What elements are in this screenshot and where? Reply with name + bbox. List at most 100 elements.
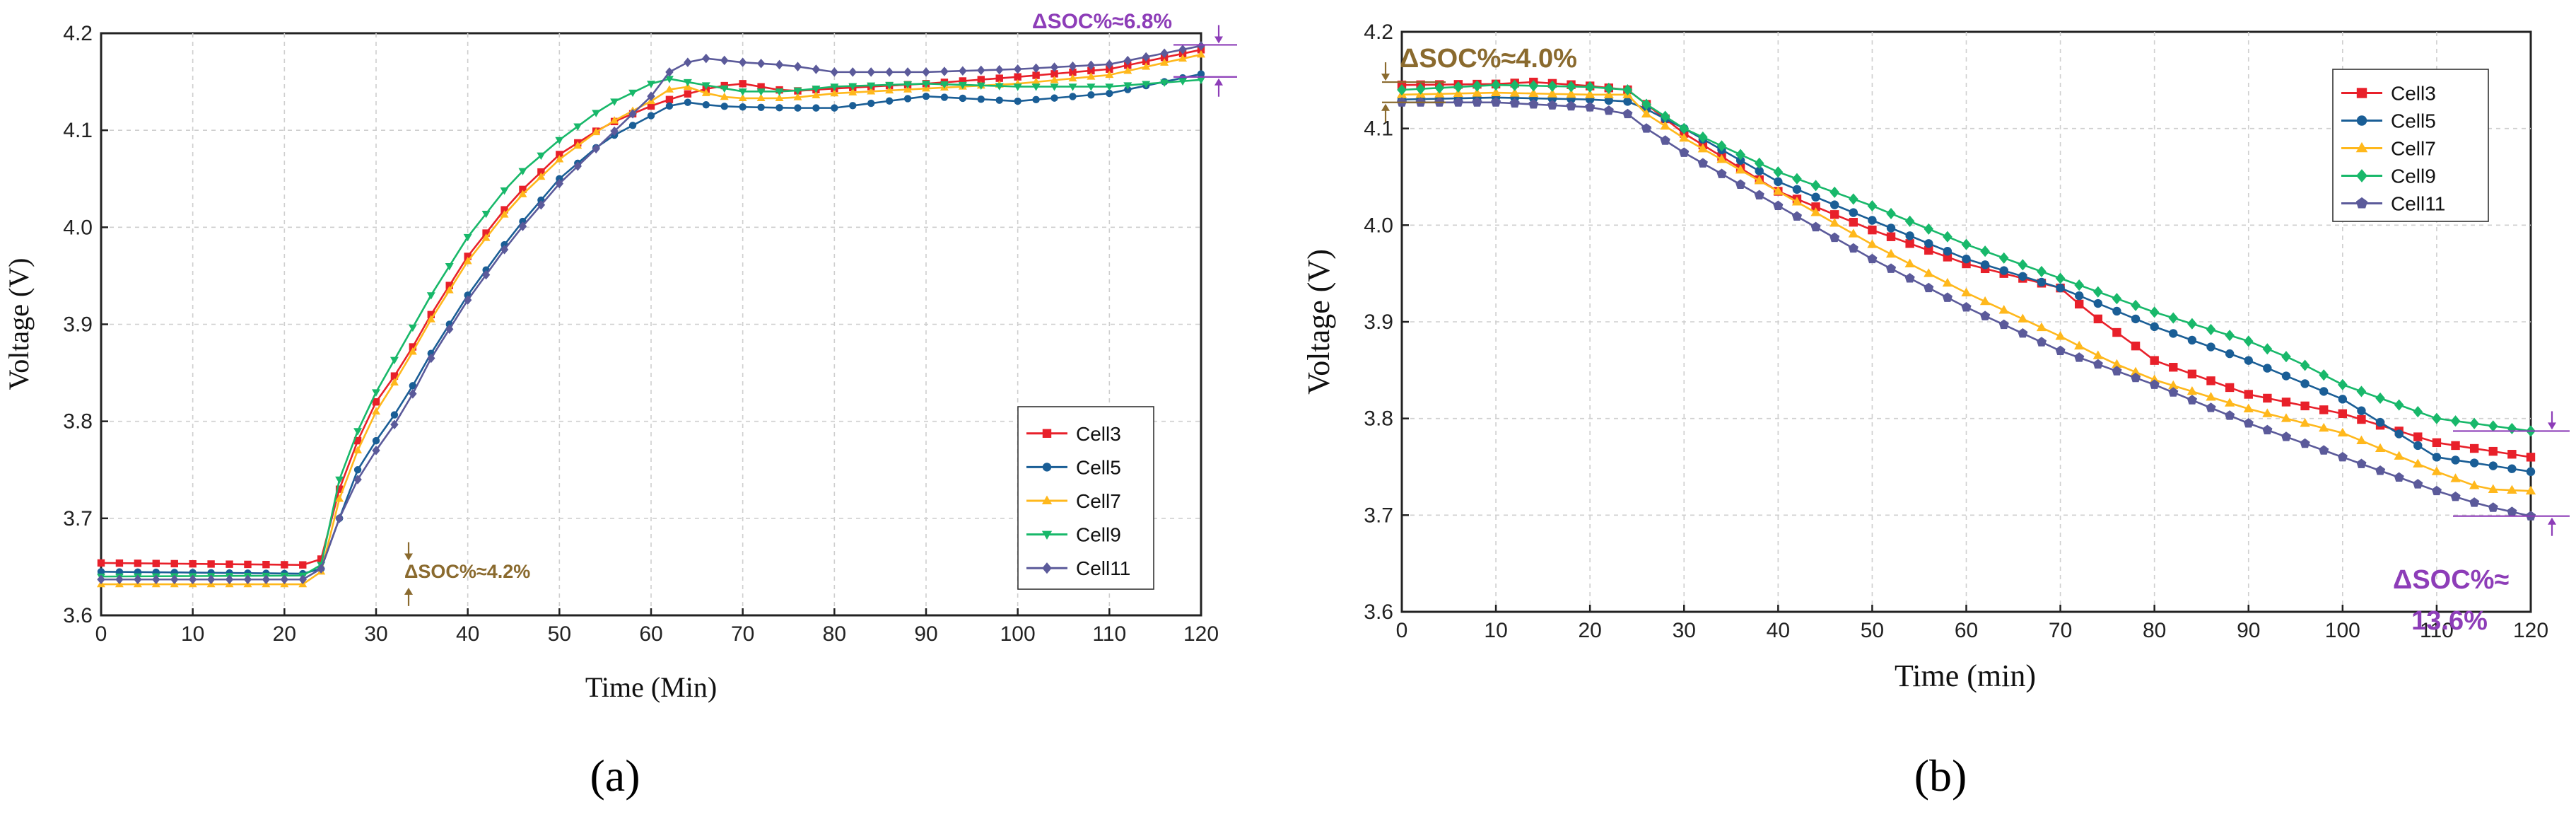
data-point-cell9 <box>1050 83 1059 91</box>
data-point-cell7 <box>1735 164 1746 174</box>
x-tick-label: 30 <box>1673 619 1696 642</box>
data-point-cell5 <box>2075 291 2084 301</box>
data-point-cell11 <box>317 564 325 574</box>
data-point-cell7 <box>1885 248 1897 258</box>
data-point-cell11 <box>610 126 619 137</box>
x-tick-label: 80 <box>2143 619 2166 642</box>
data-point-cell11 <box>812 64 821 74</box>
series-cell11 <box>97 41 1205 585</box>
data-point-cell5 <box>977 95 985 103</box>
annotation-arrowhead <box>1381 103 1390 111</box>
data-point-cell7 <box>2225 398 2235 407</box>
data-point-cell5 <box>849 102 857 110</box>
data-point-cell3 <box>647 102 655 110</box>
data-point-cell11 <box>518 221 527 231</box>
data-point-cell3 <box>537 168 545 176</box>
data-point-cell11 <box>1547 100 1558 110</box>
data-point-cell11 <box>1050 62 1059 72</box>
legend-marker-cell5 <box>1042 463 1052 472</box>
legend-marker-cell9 <box>2356 169 2367 182</box>
data-point-cell9 <box>756 88 766 96</box>
data-point-cell5 <box>628 122 637 129</box>
data-point-cell3 <box>959 77 967 85</box>
data-point-cell11 <box>1622 108 1633 119</box>
y-tick-label: 3.8 <box>1364 407 1393 431</box>
annotation-delta-soc: ΔSOC%≈6.8% <box>1032 10 1172 33</box>
data-point-cell5 <box>1735 156 1745 165</box>
data-point-cell3 <box>977 76 985 83</box>
data-point-cell5 <box>1755 166 1764 175</box>
data-point-cell3 <box>2413 432 2423 441</box>
data-point-cell7 <box>372 407 380 415</box>
data-point-cell3 <box>995 74 1003 82</box>
data-point-cell9 <box>1178 78 1188 86</box>
data-point-cell11 <box>2281 431 2292 441</box>
data-point-cell3 <box>1811 202 1820 211</box>
data-point-cell5 <box>1774 177 1783 187</box>
data-point-cell11 <box>665 67 674 77</box>
data-point-cell11 <box>1829 232 1840 243</box>
data-point-cell5 <box>2375 417 2385 427</box>
data-point-cell7 <box>1528 88 1539 98</box>
data-point-cell11 <box>2319 445 2329 455</box>
data-point-cell5 <box>702 100 710 109</box>
data-point-cell5 <box>775 104 783 112</box>
data-point-cell7 <box>812 91 821 98</box>
data-point-cell5 <box>2244 356 2253 365</box>
data-point-cell3 <box>1924 245 1933 255</box>
data-point-cell9 <box>1980 245 1990 257</box>
data-point-cell7 <box>1942 277 1953 287</box>
data-point-cell3 <box>1905 239 1914 248</box>
data-point-cell7 <box>445 286 454 294</box>
data-point-cell9 <box>1886 207 1896 219</box>
data-point-cell9 <box>1603 82 1614 95</box>
x-tick-label: 60 <box>1955 619 1978 642</box>
series-cell9 <box>1397 79 2536 437</box>
data-point-cell3 <box>2357 414 2366 424</box>
x-tick-label: 40 <box>456 622 479 646</box>
data-point-cell11 <box>2130 372 2141 383</box>
data-point-cell11 <box>1509 98 1520 108</box>
data-point-cell7 <box>2507 484 2517 494</box>
data-point-cell7 <box>2431 466 2442 475</box>
data-point-cell11 <box>1904 273 1915 283</box>
data-point-cell11 <box>372 446 380 455</box>
data-point-cell11 <box>1679 147 1690 157</box>
data-point-cell7 <box>1490 87 1501 97</box>
data-point-cell9 <box>1087 83 1096 91</box>
data-point-cell5 <box>1087 91 1095 99</box>
data-point-cell7 <box>573 141 582 149</box>
data-point-cell5 <box>2300 379 2309 388</box>
x-tick-label: 20 <box>1578 619 1601 642</box>
data-point-cell7 <box>2300 418 2310 427</box>
data-point-cell9 <box>1453 81 1463 93</box>
data-point-cell7 <box>2074 340 2085 350</box>
data-point-cell9 <box>1924 223 1934 235</box>
data-point-cell7 <box>2525 485 2536 495</box>
data-point-cell11 <box>537 200 546 210</box>
data-point-cell3 <box>390 372 399 380</box>
x-tick-label: 10 <box>1484 619 1507 642</box>
data-point-cell9 <box>1434 82 1445 94</box>
data-point-cell9 <box>775 88 784 96</box>
legend-label-cell11: Cell11 <box>2391 193 2445 215</box>
data-point-cell11 <box>1924 282 1934 293</box>
legend-marker-cell5 <box>2356 115 2367 126</box>
data-point-cell11 <box>885 67 894 77</box>
data-point-cell11 <box>243 574 252 585</box>
data-point-cell5 <box>1623 97 1632 106</box>
data-point-cell7 <box>1961 287 1972 296</box>
data-point-cell5 <box>1980 260 1990 269</box>
data-point-cell3 <box>2206 376 2215 385</box>
legend-a: Cell3 Cell5 Cell7 Cell9 Cell11 <box>1017 406 1154 590</box>
data-point-cell9 <box>1622 83 1633 96</box>
data-point-cell11 <box>2469 497 2480 507</box>
data-point-cell9 <box>1105 83 1114 91</box>
legend-marker-cell7 <box>2355 141 2368 153</box>
legend-marker-cell3 <box>2356 88 2367 98</box>
data-point-cell9 <box>1716 140 1727 152</box>
data-point-cell9 <box>1829 186 1840 198</box>
data-point-cell3 <box>2131 341 2141 351</box>
legend-label-cell7: Cell7 <box>1076 490 1121 512</box>
